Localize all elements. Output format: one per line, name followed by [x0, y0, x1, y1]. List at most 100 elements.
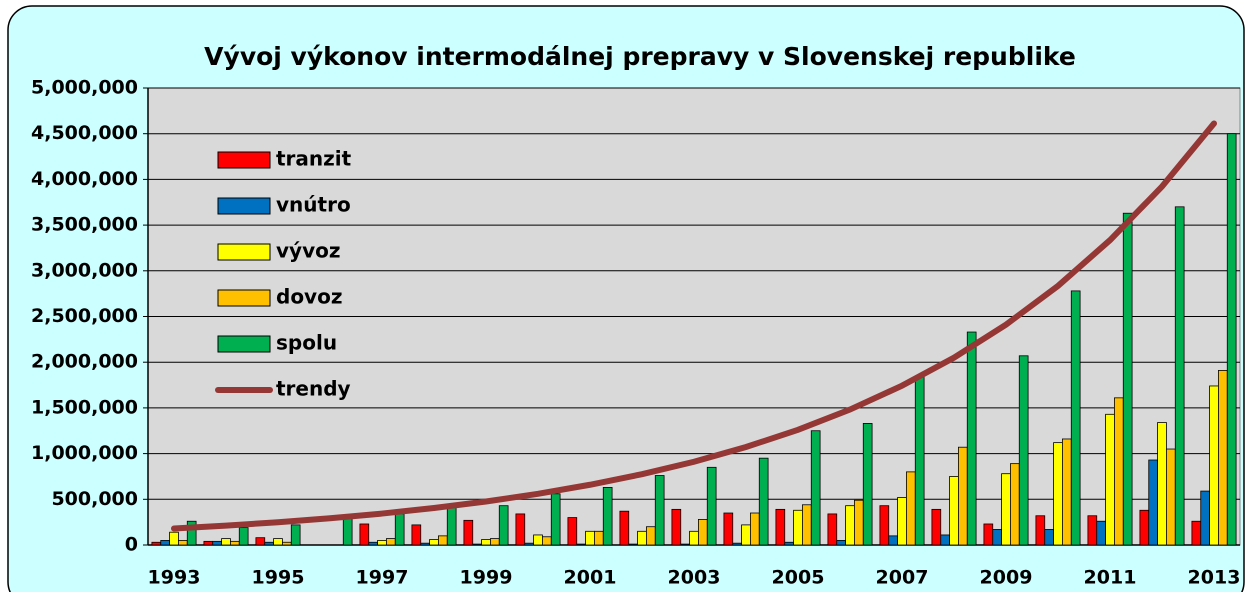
y-tick-label: 1,000,000 — [31, 442, 138, 464]
bar — [290, 524, 301, 546]
bar — [1096, 520, 1106, 546]
bar — [1035, 515, 1046, 546]
bar — [186, 520, 197, 546]
bar — [1105, 413, 1115, 546]
bar — [594, 530, 604, 546]
bar — [1200, 490, 1210, 546]
bar — [368, 541, 378, 546]
bar — [1191, 520, 1202, 546]
y-tick-label: 0 — [125, 534, 138, 556]
x-tick-label: 1993 — [148, 567, 201, 589]
legend-swatch — [217, 289, 271, 307]
bar — [827, 513, 838, 546]
bar — [1174, 206, 1185, 546]
bar — [966, 331, 977, 546]
bar — [463, 519, 474, 546]
x-tick-label: 2009 — [980, 567, 1033, 589]
legend-swatch — [217, 243, 271, 261]
bar — [1062, 438, 1072, 546]
y-tick-label: 4,000,000 — [31, 168, 138, 190]
bar — [914, 375, 925, 546]
bar — [671, 508, 682, 546]
bar — [524, 542, 534, 546]
x-tick-label: 2001 — [564, 567, 617, 589]
legend-label: vnútro — [276, 193, 351, 217]
bar — [438, 535, 448, 546]
bar — [1001, 473, 1011, 546]
bar — [542, 536, 552, 546]
bar — [732, 542, 742, 546]
bar — [1139, 509, 1150, 546]
bar — [680, 543, 690, 546]
bar — [377, 540, 387, 546]
bar — [273, 538, 283, 546]
bar — [1157, 422, 1167, 546]
bar — [178, 540, 188, 546]
bar — [888, 535, 898, 546]
bar — [775, 508, 786, 546]
bar — [845, 505, 855, 546]
bar — [758, 457, 769, 546]
bar — [862, 423, 873, 546]
bar — [1070, 290, 1081, 546]
bar — [793, 509, 803, 546]
chart-title: Vývoj výkonov intermodálnej prepravy v S… — [204, 42, 1076, 71]
y-tick-label: 1,500,000 — [31, 396, 138, 418]
bar — [654, 475, 665, 546]
bar — [1044, 529, 1054, 546]
bar — [420, 542, 430, 546]
x-tick-label: 2007 — [876, 567, 929, 589]
bar — [1010, 463, 1020, 546]
bar — [983, 523, 994, 546]
bar — [203, 540, 214, 546]
bar — [949, 476, 959, 546]
bar — [1148, 459, 1158, 546]
bar — [810, 430, 821, 546]
bar — [585, 530, 595, 546]
bar — [906, 471, 916, 546]
y-tick-label: 3,500,000 — [31, 214, 138, 236]
bar — [567, 517, 578, 546]
x-tick-label: 1997 — [356, 567, 409, 589]
bar — [723, 512, 734, 546]
bar — [706, 466, 717, 546]
bar — [646, 526, 656, 546]
bar — [1087, 515, 1098, 546]
bar — [576, 543, 586, 546]
bar — [1122, 212, 1133, 546]
bar — [637, 530, 647, 546]
x-tick-label: 2013 — [1188, 567, 1241, 589]
bar — [359, 523, 370, 546]
bar — [230, 540, 240, 546]
bar — [854, 499, 864, 546]
x-tick-label: 2003 — [668, 567, 721, 589]
bar — [897, 497, 907, 546]
bar — [498, 505, 509, 546]
bar — [238, 527, 249, 546]
bar — [151, 541, 162, 546]
bar — [221, 538, 231, 546]
bar — [533, 534, 543, 546]
x-tick-label: 1995 — [252, 567, 305, 589]
y-tick-label: 500,000 — [51, 488, 138, 510]
bar — [394, 513, 405, 546]
legend-label: dovoz — [276, 285, 342, 309]
bar — [1053, 442, 1063, 546]
bar — [698, 519, 708, 546]
x-tick-label: 2005 — [772, 567, 825, 589]
trend-line — [171, 120, 1217, 532]
bar — [1226, 133, 1237, 546]
bar — [429, 539, 439, 546]
y-tick-label: 4,500,000 — [31, 122, 138, 144]
bar — [342, 517, 353, 546]
legend-label: vývoz — [276, 239, 341, 263]
legend-label: tranzit — [276, 147, 352, 171]
bar — [619, 510, 630, 546]
bar — [931, 508, 942, 546]
legend-label: spolu — [276, 331, 337, 355]
bar — [1166, 448, 1176, 546]
bar — [515, 513, 526, 546]
bar — [160, 540, 170, 546]
